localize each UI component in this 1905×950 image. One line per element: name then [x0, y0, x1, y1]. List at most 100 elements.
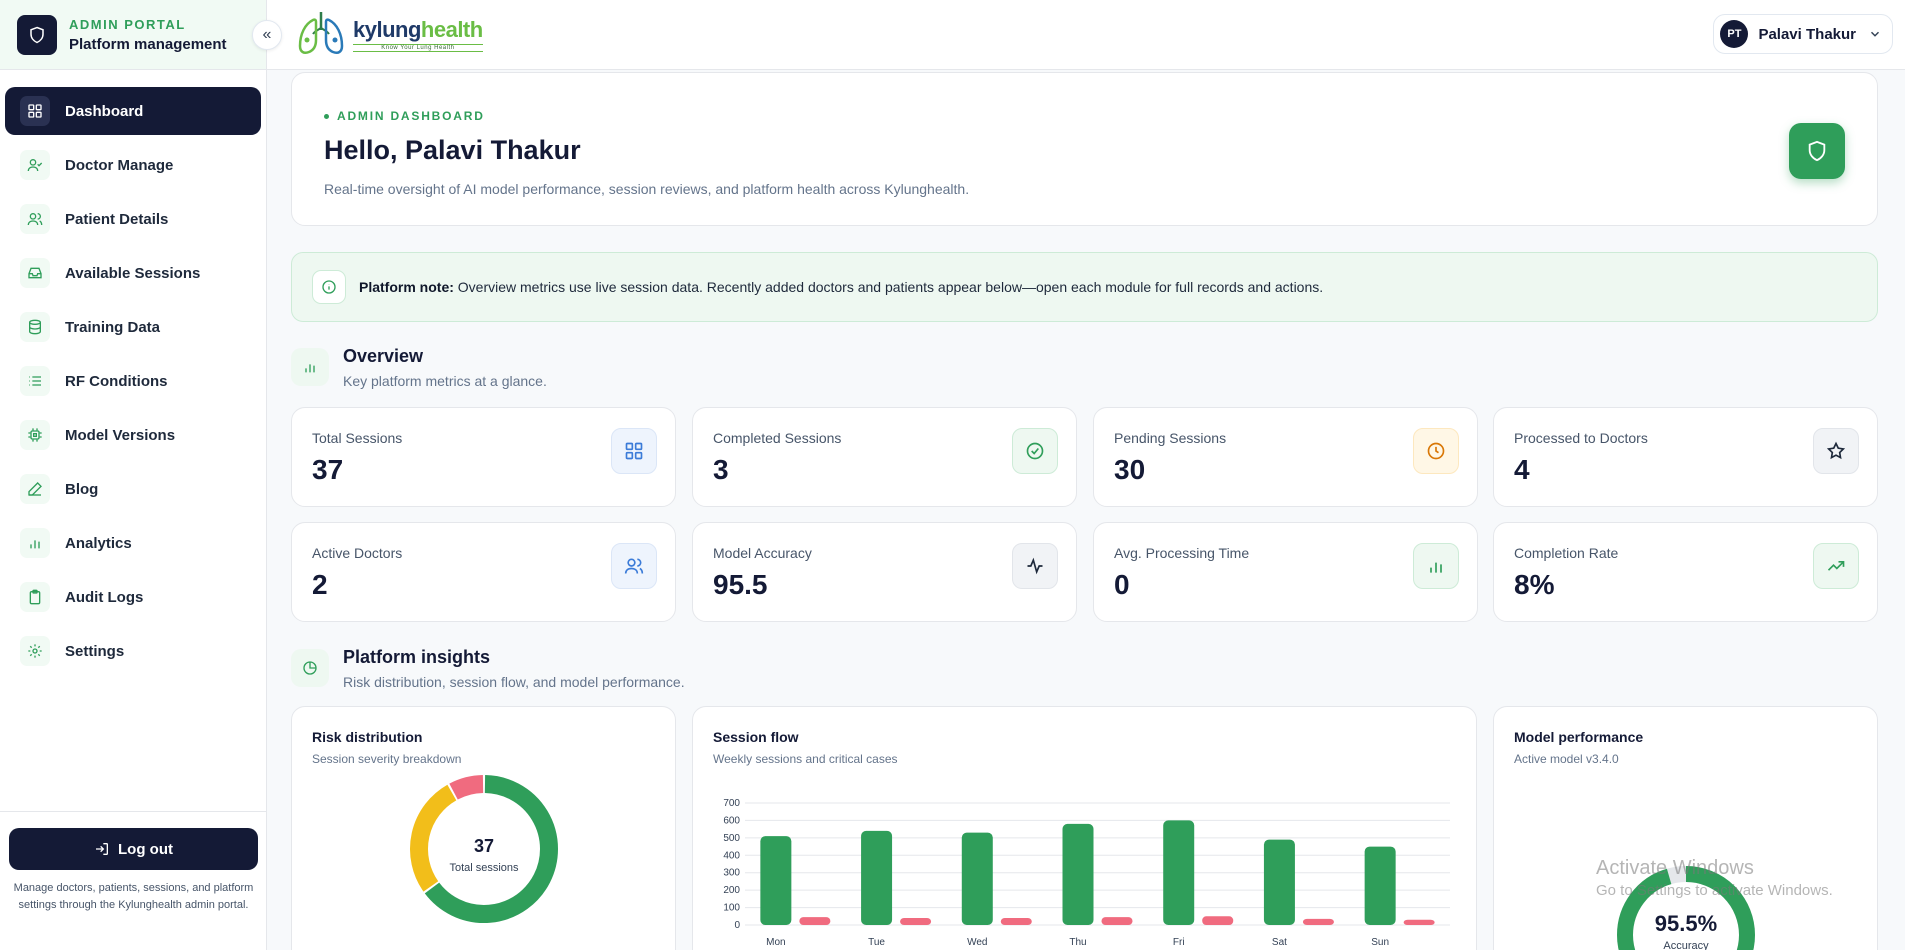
collapse-sidebar-button[interactable]: « [252, 20, 282, 50]
sidebar: ADMIN PORTAL Platform management « Dashb… [0, 0, 282, 950]
metric-card-completed-sessions[interactable]: Completed Sessions 3 [692, 407, 1077, 507]
metric-card-pending-sessions[interactable]: Pending Sessions 30 [1093, 407, 1478, 507]
bar-critical[interactable] [1000, 918, 1032, 925]
bar-sessions[interactable] [1263, 839, 1295, 925]
bar-sessions[interactable] [861, 830, 893, 925]
bar-critical[interactable] [1202, 916, 1234, 925]
grid-icon [20, 96, 50, 126]
sidebar-item-label: Doctor Manage [65, 156, 174, 174]
metric-card-completion-rate[interactable]: Completion Rate 8% [1493, 522, 1878, 622]
sidebar-footer: Log out Manage doctors, patients, sessio… [0, 811, 267, 950]
model-subtitle: Active model v3.4.0 [1514, 752, 1619, 766]
metric-card-processed-to-doctors[interactable]: Processed to Doctors 4 [1493, 407, 1878, 507]
risk-distribution-card: Risk distribution Session severity break… [291, 706, 676, 950]
donut-slice[interactable] [410, 784, 457, 892]
lungs-logo-icon [298, 12, 344, 54]
y-tick-label: 700 [723, 798, 740, 809]
sidebar-item-doctor-manage[interactable]: Doctor Manage [5, 141, 261, 189]
sidebar-item-analytics[interactable]: Analytics [5, 519, 261, 567]
model-title: Model performance [1514, 729, 1644, 745]
sidebar-item-audit-logs[interactable]: Audit Logs [5, 573, 261, 621]
donut-slice[interactable] [449, 775, 484, 800]
sidebar-item-rf-conditions[interactable]: RF Conditions [5, 357, 261, 405]
sidebar-item-label: Audit Logs [65, 588, 144, 606]
platform-note-label: Platform note: [359, 279, 454, 295]
risk-subtitle: Session severity breakdown [312, 752, 462, 766]
watermark-line2: Go to Settings to activate Windows. [1596, 882, 1833, 899]
info-icon [312, 270, 346, 304]
sidebar-item-available-sessions[interactable]: Available Sessions [5, 249, 261, 297]
list-icon [20, 366, 50, 396]
chevrons-left-icon: « [262, 26, 272, 43]
watermark-line1: Activate Windows [1596, 857, 1754, 879]
kylunghealth-logo[interactable]: kylunghealth Know Your Lung Health [293, 6, 483, 62]
y-tick-label: 600 [723, 815, 740, 826]
bar-sessions[interactable] [1364, 846, 1396, 925]
bar-critical[interactable] [1101, 917, 1133, 925]
insights-title: Platform insights [343, 647, 491, 667]
bar-critical[interactable] [799, 917, 831, 925]
platform-note: Platform note: Overview metrics use live… [291, 252, 1878, 322]
donut-center-value: 37 [474, 836, 494, 856]
overview-title: Overview [343, 346, 424, 366]
hero-kicker: ADMIN DASHBOARD [324, 109, 485, 123]
sidebar-item-patient-details[interactable]: Patient Details [5, 195, 261, 243]
logo-text-part1: kylung [353, 16, 421, 42]
sidebar-item-model-versions[interactable]: Model Versions [5, 411, 261, 459]
y-tick-label: 300 [723, 868, 740, 879]
activity-icon [1012, 543, 1058, 589]
user-name: Palavi Thakur [1758, 25, 1856, 43]
bar-sessions[interactable] [961, 832, 993, 925]
metric-value: 95.5 [713, 569, 768, 600]
metric-card-active-doctors[interactable]: Active Doctors 2 [291, 522, 676, 622]
users-icon [611, 543, 657, 589]
x-tick-label: Mon [766, 937, 785, 948]
metric-card-model-accuracy[interactable]: Model Accuracy 95.5 [692, 522, 1077, 622]
metric-value: 2 [312, 569, 328, 600]
bar-chart-icon [1413, 543, 1459, 589]
bar-sessions[interactable] [760, 836, 792, 925]
x-tick-label: Tue [868, 937, 885, 948]
logo-tagline: Know Your Lung Health [353, 43, 483, 52]
sidebar-item-label: Dashboard [65, 102, 144, 120]
sidebar-item-label: RF Conditions [65, 372, 168, 390]
metric-value: 8% [1514, 569, 1555, 600]
bar-chart-icon [291, 348, 329, 386]
y-tick-label: 200 [723, 885, 740, 896]
metric-card-total-sessions[interactable]: Total Sessions 37 [291, 407, 676, 507]
logo-text-part2: health [420, 16, 483, 42]
metric-card-avg-processing-time[interactable]: Avg. Processing Time 0 [1093, 522, 1478, 622]
x-tick-label: Sat [1272, 937, 1287, 948]
x-tick-label: Thu [1069, 937, 1086, 948]
portal-kicker: ADMIN PORTAL [69, 16, 186, 32]
avatar: PT [1720, 20, 1749, 48]
trending-up-icon [1813, 543, 1859, 589]
bar-critical[interactable] [1302, 918, 1334, 925]
logout-button[interactable]: Log out [9, 828, 258, 870]
x-tick-label: Wed [967, 937, 987, 948]
sidebar-item-dashboard[interactable]: Dashboard [5, 87, 261, 135]
sidebar-item-settings[interactable]: Settings [5, 627, 261, 675]
chevron-down-icon [1870, 31, 1880, 37]
inbox-icon [20, 258, 50, 288]
y-tick-label: 100 [723, 903, 740, 914]
welcome-hero: ADMIN DASHBOARD Hello, Palavi Thakur Rea… [291, 72, 1878, 226]
donut-slice[interactable] [424, 775, 558, 923]
hero-kicker-text: ADMIN DASHBOARD [337, 109, 485, 123]
metric-value: 0 [1114, 569, 1130, 600]
y-tick-label: 0 [734, 920, 740, 931]
sidebar-item-blog[interactable]: Blog [5, 465, 261, 513]
user-menu-button[interactable]: PT Palavi Thakur [1713, 14, 1893, 54]
bar-sessions[interactable] [1163, 820, 1195, 925]
bar-critical[interactable] [1403, 919, 1435, 925]
metric-value: 30 [1114, 454, 1146, 485]
sidebar-item-label: Patient Details [65, 210, 169, 228]
bar-sessions[interactable] [1062, 823, 1094, 925]
metric-label: Completion Rate [1514, 545, 1619, 561]
sidebar-item-training-data[interactable]: Training Data [5, 303, 261, 351]
donut-center-label: Total sessions [449, 862, 519, 874]
gauge-value: 95.5% [1655, 911, 1717, 936]
model-accuracy-gauge: 95.5% Accuracy [1617, 866, 1755, 950]
bar-critical[interactable] [900, 918, 932, 925]
portal-title: Platform management [69, 35, 227, 53]
